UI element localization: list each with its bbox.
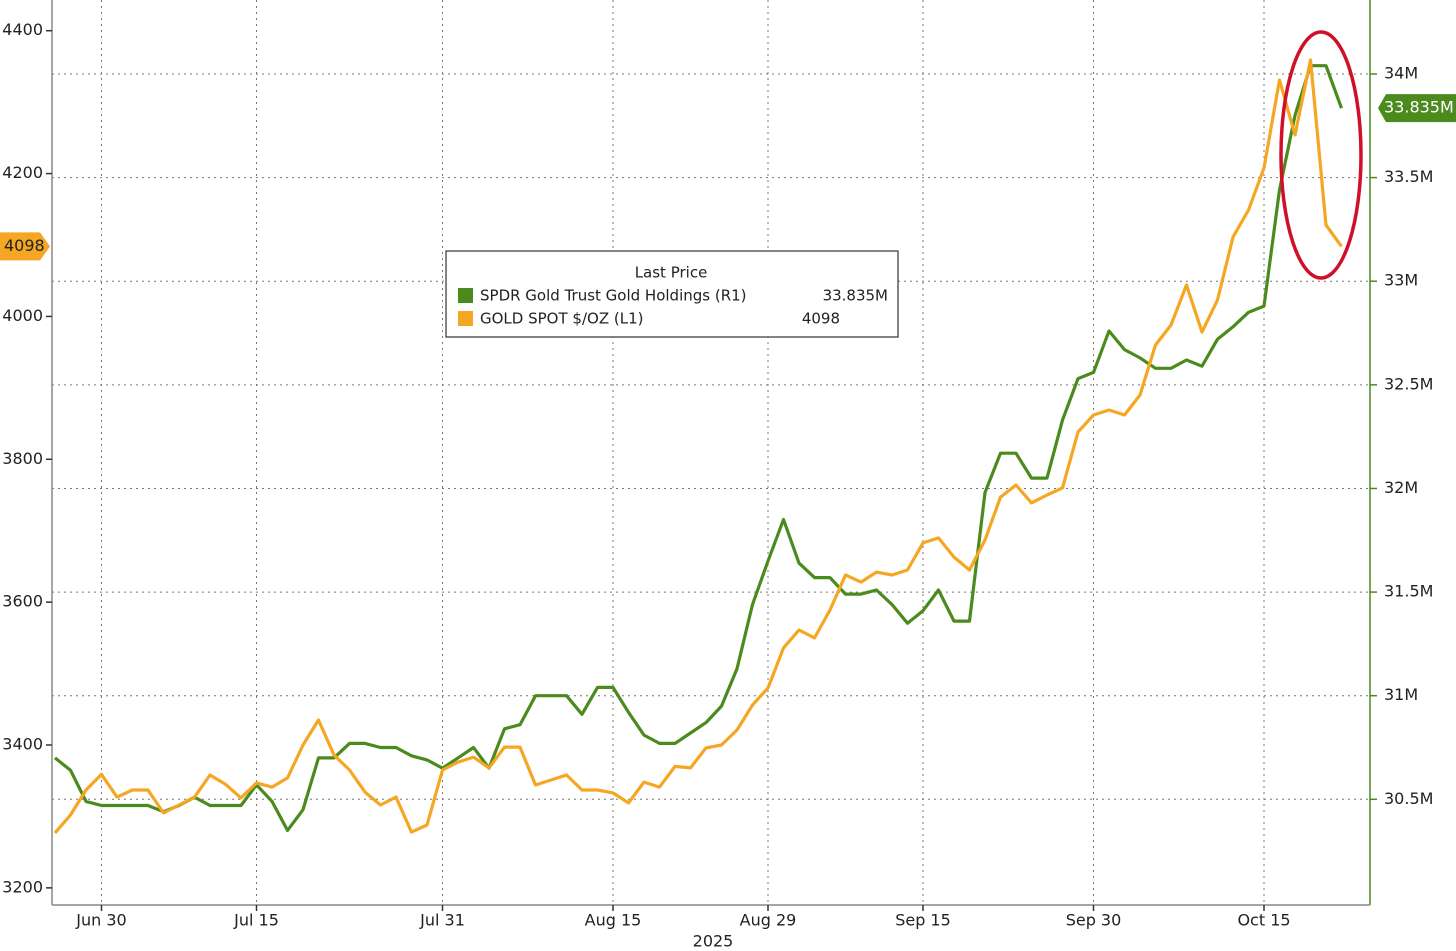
y2-tick-label: 32.5M bbox=[1384, 374, 1433, 393]
y2-tick-label: 30.5M bbox=[1384, 789, 1433, 808]
legend-box bbox=[445, 250, 899, 338]
x-tick-label: Sep 30 bbox=[1066, 911, 1122, 930]
grid bbox=[52, 0, 1370, 905]
legend-title: Last Price bbox=[635, 264, 708, 282]
highlight-ellipse bbox=[1279, 30, 1363, 280]
legend-swatch bbox=[458, 288, 473, 303]
y2-tick-label: 34M bbox=[1384, 63, 1418, 82]
last-price-label: 33.835M bbox=[1384, 98, 1454, 117]
legend-swatch bbox=[458, 311, 473, 326]
y-tick-label: 3800 bbox=[2, 449, 43, 468]
series-line bbox=[54, 64, 1344, 832]
last-price-tag bbox=[0, 232, 50, 261]
x-tick-label: Jun 30 bbox=[75, 911, 126, 930]
x-tick-label: Jul 15 bbox=[233, 911, 279, 930]
y2-tick-label: 32M bbox=[1384, 478, 1418, 497]
x-tick-label: Aug 29 bbox=[740, 911, 797, 930]
y-tick-label: 4200 bbox=[2, 163, 43, 182]
y-tick-label: 4000 bbox=[2, 306, 43, 325]
legend-label: SPDR Gold Trust Gold Holdings (R1) bbox=[480, 287, 747, 305]
y-tick-label: 3400 bbox=[2, 735, 43, 754]
y2-tick-label: 33.5M bbox=[1384, 167, 1433, 186]
series-line bbox=[53, 58, 1343, 834]
y2-tick-label: 33M bbox=[1384, 271, 1418, 290]
legend: Last Price SPDR Gold Trust Gold Holdings… bbox=[445, 250, 899, 338]
legend-value: 33.835M bbox=[823, 287, 888, 305]
legend-value: 4098 bbox=[802, 310, 840, 328]
axes: 3200 3400 3600 3800 4000 4200 4400 30.5M 31M 31.5… bbox=[0, 20, 1456, 930]
y2-tick-label: 31.5M bbox=[1384, 582, 1433, 601]
x-axis-label: 2025 bbox=[693, 932, 734, 951]
y-tick-label: 3600 bbox=[2, 592, 43, 611]
last-price-tag bbox=[1378, 94, 1456, 123]
x-tick-label: Sep 15 bbox=[895, 911, 951, 930]
plot bbox=[53, 58, 1344, 834]
x-tick-label: Jul 31 bbox=[419, 911, 465, 930]
last-price-label: 4098 bbox=[4, 236, 45, 255]
y-tick-label: 3200 bbox=[2, 877, 43, 896]
y-tick-label: 4400 bbox=[2, 20, 43, 39]
legend-label: GOLD SPOT $/OZ (L1) bbox=[480, 310, 643, 328]
x-tick-label: Aug 15 bbox=[585, 911, 642, 930]
y2-tick-label: 31M bbox=[1384, 685, 1418, 704]
x-tick-label: Oct 15 bbox=[1237, 911, 1290, 930]
